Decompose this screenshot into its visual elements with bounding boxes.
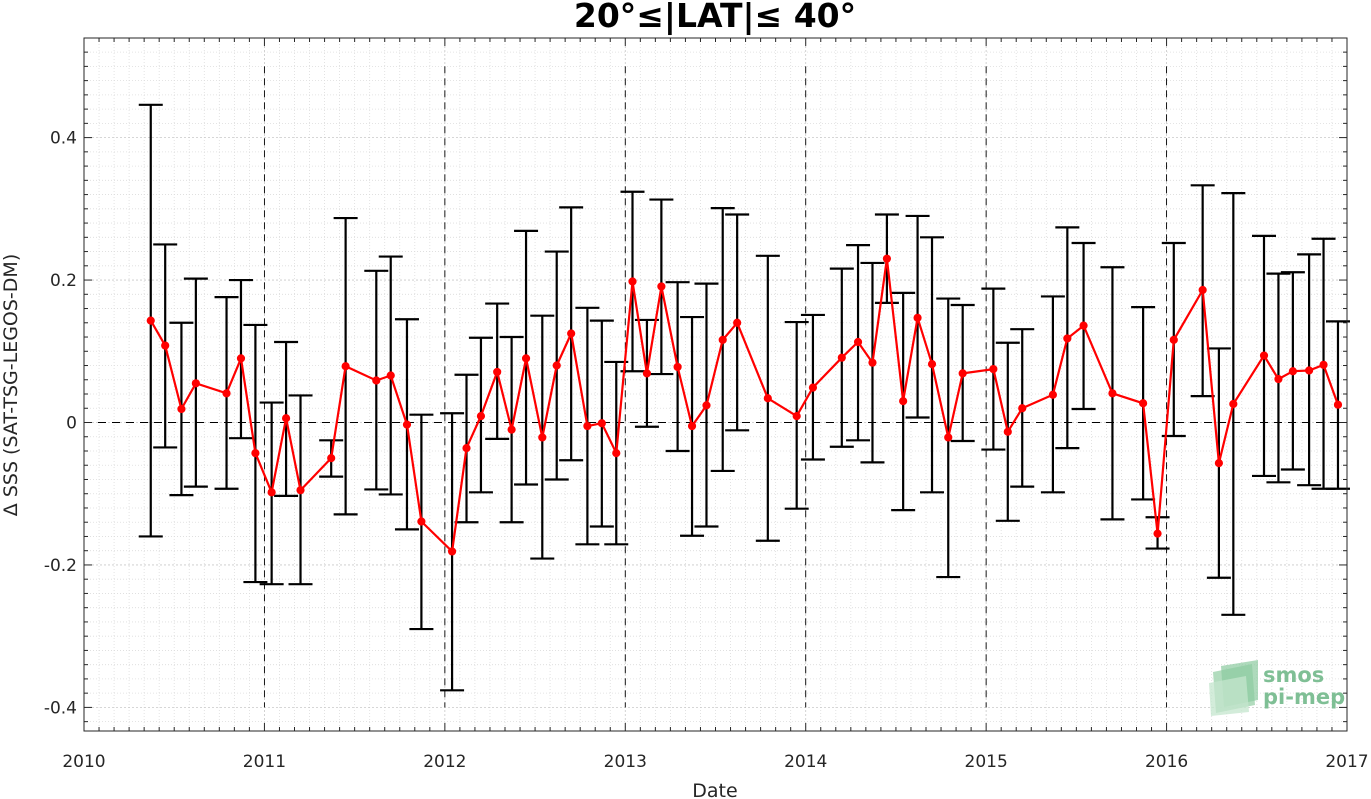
data-point xyxy=(402,420,412,429)
data-point xyxy=(612,449,621,458)
data-point xyxy=(476,411,486,421)
y-tick-label: -0.4 xyxy=(44,698,77,718)
data-point xyxy=(583,421,592,431)
data-point xyxy=(296,486,305,495)
y-tick-label: -0.2 xyxy=(44,556,77,576)
data-point xyxy=(146,316,155,325)
data-point xyxy=(1108,389,1117,398)
chart-title: 20°≤|LAT|≤ 40° xyxy=(574,0,856,35)
data-point xyxy=(1229,399,1238,409)
data-point xyxy=(567,329,576,338)
smos-pimep-logo: smos pi-mep xyxy=(1209,660,1345,716)
data-point xyxy=(927,359,937,369)
y-axis-label: Δ SSS (SAT-TSG-LEGOS-DM) xyxy=(0,254,22,516)
axis-ticks xyxy=(83,38,1348,731)
data-point xyxy=(552,361,561,370)
data-point xyxy=(1214,458,1223,468)
data-point xyxy=(1274,374,1283,384)
data-point xyxy=(628,277,637,286)
data-point xyxy=(161,341,170,350)
data-point xyxy=(177,404,186,414)
x-tick-label: 2012 xyxy=(423,752,466,772)
y-tick-label: 0 xyxy=(66,414,77,434)
series-markers xyxy=(146,254,1343,556)
data-point xyxy=(913,313,922,322)
data-point xyxy=(327,454,336,463)
x-axis-label: Date xyxy=(692,780,737,799)
data-point xyxy=(507,425,516,434)
data-point xyxy=(1305,366,1314,375)
data-point xyxy=(837,353,846,362)
data-point xyxy=(944,433,953,442)
data-point xyxy=(899,397,908,406)
data-point xyxy=(1259,351,1269,360)
data-point xyxy=(958,369,967,378)
data-point xyxy=(236,354,246,363)
plot-background xyxy=(84,38,1347,731)
data-point xyxy=(493,367,502,377)
data-point xyxy=(1063,334,1072,343)
data-point xyxy=(868,358,877,367)
data-point xyxy=(642,369,652,378)
data-point xyxy=(733,318,742,327)
data-point xyxy=(702,401,711,410)
data-point xyxy=(718,335,727,344)
data-point xyxy=(538,433,547,442)
y-tick-label: 0.2 xyxy=(50,271,77,291)
data-point xyxy=(989,364,998,374)
y-tick-label: 0.4 xyxy=(50,129,77,149)
data-point xyxy=(462,444,471,453)
x-tick-label: 2015 xyxy=(965,752,1008,772)
x-tick-label: 2017 xyxy=(1325,752,1368,772)
data-point xyxy=(417,517,426,526)
logo-emblem-icon xyxy=(1209,660,1258,716)
x-tick-label: 2014 xyxy=(784,752,827,772)
logo-line1: smos xyxy=(1263,663,1324,687)
data-point xyxy=(1079,321,1088,330)
data-point xyxy=(1048,390,1058,399)
data-point xyxy=(673,362,682,372)
data-point xyxy=(341,362,350,371)
data-point xyxy=(1198,285,1207,295)
data-point xyxy=(1003,427,1012,436)
data-point xyxy=(657,282,666,291)
data-point xyxy=(191,379,200,388)
logo-line2: pi-mep xyxy=(1263,685,1345,709)
data-point xyxy=(447,547,457,556)
data-point xyxy=(687,421,697,431)
data-point xyxy=(853,337,863,347)
data-point xyxy=(763,394,772,403)
y-tick-labels: -0.4 -0.2 0 0.2 0.4 xyxy=(44,129,77,719)
data-point xyxy=(1018,404,1027,413)
data-point xyxy=(521,354,531,363)
data-point xyxy=(267,488,276,497)
data-point xyxy=(597,419,606,428)
data-point xyxy=(1319,360,1328,369)
x-tick-label: 2013 xyxy=(604,752,647,772)
data-point xyxy=(372,376,381,385)
data-point xyxy=(1333,400,1343,409)
data-point xyxy=(792,411,801,421)
data-point xyxy=(1153,529,1162,538)
x-tick-label: 2016 xyxy=(1145,752,1188,772)
x-tick-label: 2010 xyxy=(62,752,105,772)
x-tick-labels: 2010 2011 2012 2013 2014 2015 2016 2017 xyxy=(62,752,1368,772)
data-point xyxy=(808,383,818,392)
data-point xyxy=(1169,335,1178,344)
data-point xyxy=(386,371,395,380)
data-point xyxy=(1288,367,1297,376)
data-point xyxy=(251,449,260,458)
data-point xyxy=(1139,399,1148,408)
data-point xyxy=(281,414,291,423)
data-point xyxy=(222,389,231,398)
data-point xyxy=(882,254,892,263)
x-tick-label: 2011 xyxy=(243,752,286,772)
year-dividers xyxy=(263,66,1168,708)
